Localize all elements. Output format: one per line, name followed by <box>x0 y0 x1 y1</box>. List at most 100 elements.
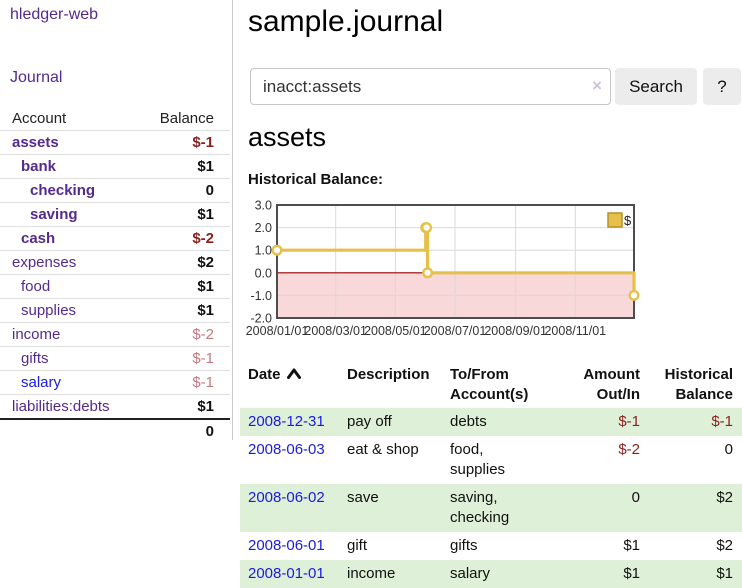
account-row: bank $1 <box>0 154 230 178</box>
search-button[interactable]: Search <box>615 68 697 105</box>
account-row: cash $-2 <box>0 226 230 250</box>
transaction-description-cell: save <box>347 489 379 506</box>
account-balance: $2 <box>197 254 214 271</box>
account-balance: $-1 <box>192 134 214 151</box>
x-axis-tick-label: 2008/03/01 <box>304 324 367 338</box>
data-point-marker <box>271 244 283 256</box>
data-point-marker <box>422 267 434 279</box>
search-input[interactable] <box>250 68 611 105</box>
sidebar: hledger-web Journal Account Balance asse… <box>0 0 233 440</box>
transaction-balance-cell: $2 <box>716 489 733 506</box>
help-button[interactable]: ? <box>703 68 741 105</box>
account-balance: $1 <box>197 302 214 319</box>
sidebar-account-link[interactable]: liabilities:debts <box>12 398 110 415</box>
transaction-date-link[interactable]: 2008-06-01 <box>248 537 325 554</box>
account-balance: 0 <box>205 182 214 199</box>
transaction-row: 2008-12-31 pay off debts $-1 $-1 <box>240 408 742 436</box>
x-axis-tick-label: 2008/05/01 <box>364 324 427 338</box>
balance-column-header: Balance <box>159 109 214 127</box>
search-input-wrap: × <box>250 68 611 105</box>
transaction-row: 2008-06-03 eat & shop food, supplies $-2 0 <box>240 436 742 484</box>
clear-search-icon[interactable]: × <box>592 76 602 95</box>
y-axis-tick-label: 1.0 <box>255 244 272 258</box>
accounts-total-row: 0 <box>0 418 230 442</box>
sidebar-account-link[interactable]: saving <box>30 206 78 223</box>
transaction-balance-cell: $1 <box>716 565 733 582</box>
sidebar-account-link[interactable]: bank <box>21 158 57 175</box>
account-row: assets $-1 <box>0 130 230 154</box>
account-row: liabilities:debts $1 <box>0 394 230 418</box>
transaction-date-cell: 2008-01-01 <box>240 560 339 588</box>
register-table: Date Description To/From Account(s) Amount … <box>240 362 742 588</box>
transaction-row: 2008-06-02 save saving, checking 0 $2 <box>240 484 742 532</box>
sidebar-account-link[interactable]: cash <box>21 230 56 247</box>
register-column-header: Amount Out/In <box>583 366 640 403</box>
register-column-header: To/From Account(s) <box>450 366 529 403</box>
transaction-description-cell: income <box>347 565 396 582</box>
y-axis-tick-label: -1.0 <box>250 289 272 303</box>
sidebar-account-link[interactable]: expenses <box>12 254 77 271</box>
account-row: supplies $1 <box>0 298 230 322</box>
data-point-marker <box>628 289 640 301</box>
accounts-table-header: Account Balance <box>0 106 230 130</box>
account-balance: $-1 <box>192 374 214 391</box>
transaction-date-cell: 2008-06-03 <box>240 436 339 484</box>
account-row: saving $1 <box>0 202 230 226</box>
transaction-row: 2008-06-01 gift gifts $1 $2 <box>240 532 742 560</box>
account-balance: $1 <box>197 206 214 223</box>
account-row: salary $-1 <box>0 370 230 394</box>
account-heading: assets <box>248 122 327 152</box>
transaction-date-link[interactable]: 2008-06-02 <box>248 489 325 506</box>
account-row: food $1 <box>0 274 230 298</box>
sidebar-account-link[interactable]: income <box>12 326 61 343</box>
y-axis-tick-label: 0.0 <box>255 266 272 280</box>
sidebar-item-journal[interactable]: Journal <box>10 69 63 86</box>
transaction-amount-cell: $-1 <box>618 413 640 430</box>
data-point-marker <box>421 222 433 234</box>
sidebar-account-link[interactable]: gifts <box>21 350 49 367</box>
register-column-header[interactable]: Date <box>240 362 339 408</box>
app-brand-link[interactable]: hledger-web <box>10 6 99 23</box>
transaction-amount-cell: 0 <box>631 489 640 506</box>
account-column-header: Account <box>12 109 67 127</box>
sidebar-account-link[interactable]: food <box>21 278 51 295</box>
x-axis-tick-label: 2008/09/01 <box>484 324 547 338</box>
transaction-date-link[interactable]: 2008-06-03 <box>248 441 325 458</box>
sidebar-account-link[interactable]: assets <box>12 134 59 151</box>
y-axis-tick-label: 2.0 <box>255 221 272 235</box>
page-title: sample.journal <box>248 5 444 38</box>
x-axis-tick-label: 2008/11/01 <box>544 324 606 338</box>
transaction-balance-cell: $-1 <box>711 413 733 430</box>
transaction-amount-cell: $1 <box>623 537 640 554</box>
accounts-table: Account Balance assets $-1 bank $1 checking 0… <box>0 106 230 442</box>
search-form: × Search ? <box>250 68 741 105</box>
account-balance: $-2 <box>192 326 214 343</box>
legend-label: $ <box>624 213 632 228</box>
y-axis-tick-label: 3.0 <box>255 200 272 213</box>
transaction-description-cell: gift <box>347 537 368 554</box>
transaction-description-cell: eat & shop <box>347 441 419 458</box>
sidebar-account-link[interactable]: checking <box>30 182 96 199</box>
account-row: gifts $-1 <box>0 346 230 370</box>
account-row: expenses $2 <box>0 250 230 274</box>
transaction-amount-cell: $-2 <box>618 441 640 458</box>
register-column-header: Description <box>347 366 430 383</box>
transaction-accounts-cell: saving, checking <box>450 489 510 526</box>
account-row: checking 0 <box>0 178 230 202</box>
register-column-header: Historical Balance <box>664 366 733 403</box>
chart-title: Historical Balance: <box>248 171 384 188</box>
sort-ascending-icon <box>286 368 301 379</box>
transaction-date-link[interactable]: 2008-01-01 <box>248 565 325 582</box>
legend-swatch <box>607 212 623 228</box>
historical-balance-chart: 3.0 2.0 1.0 0.0 -1.0 -2.02008/01/012008/03/01… <box>246 200 640 338</box>
transaction-date-cell: 2008-06-02 <box>240 484 339 532</box>
accounts-total-balance: 0 <box>205 422 214 440</box>
transaction-description-cell: pay off <box>347 413 392 430</box>
account-balance: $1 <box>197 398 214 415</box>
transaction-amount-cell: $1 <box>623 565 640 582</box>
sidebar-account-link[interactable]: salary <box>21 374 62 391</box>
transaction-date-link[interactable]: 2008-12-31 <box>248 413 325 430</box>
y-axis-tick-label: -2.0 <box>250 312 272 326</box>
main-panel: sample.journal × Search ? assets Histori… <box>233 0 742 588</box>
sidebar-account-link[interactable]: supplies <box>21 302 77 319</box>
